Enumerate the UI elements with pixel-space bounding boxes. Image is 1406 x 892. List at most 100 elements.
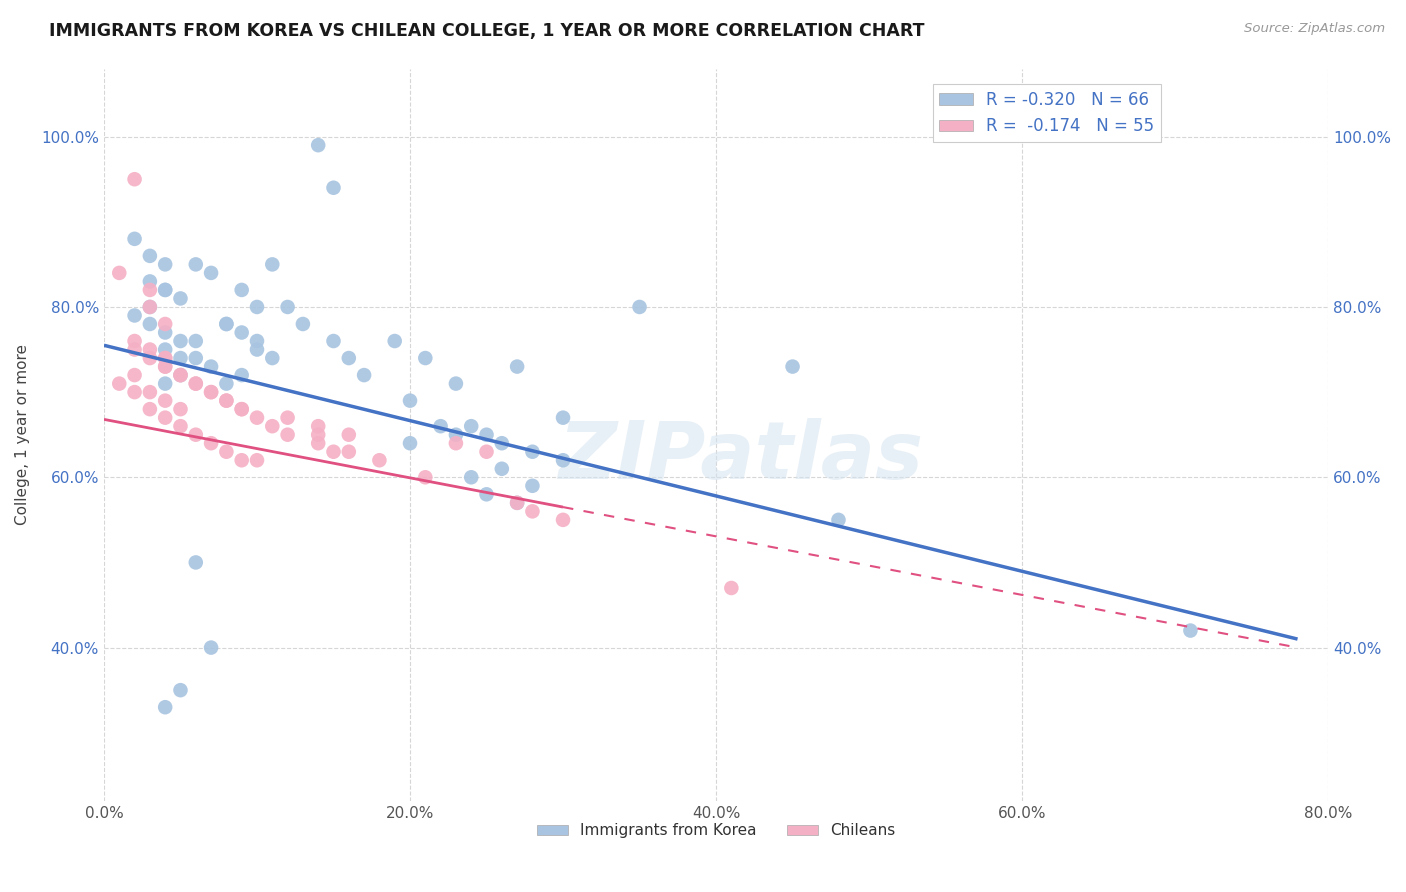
Point <box>200 359 222 374</box>
Point <box>522 444 544 458</box>
Point <box>231 453 253 467</box>
Point <box>169 368 191 383</box>
Point <box>153 700 176 714</box>
Point <box>153 351 176 365</box>
Point <box>231 326 253 340</box>
Point <box>277 300 299 314</box>
Point <box>368 453 391 467</box>
Point <box>184 257 207 271</box>
Point <box>720 581 742 595</box>
Point <box>139 274 162 288</box>
Point <box>475 427 498 442</box>
Point <box>628 300 651 314</box>
Point <box>153 283 176 297</box>
Point <box>337 444 360 458</box>
Point <box>506 496 529 510</box>
Point <box>153 393 176 408</box>
Point <box>551 513 574 527</box>
Point <box>139 249 162 263</box>
Point <box>322 444 344 458</box>
Point <box>337 351 360 365</box>
Point <box>277 427 299 442</box>
Point <box>307 427 329 442</box>
Point <box>169 351 191 365</box>
Point <box>153 257 176 271</box>
Point <box>108 376 131 391</box>
Point <box>337 427 360 442</box>
Point <box>200 385 222 400</box>
Point <box>827 513 849 527</box>
Point <box>399 393 422 408</box>
Point <box>153 343 176 357</box>
Point <box>124 368 146 383</box>
Point <box>506 359 529 374</box>
Point <box>215 376 238 391</box>
Point <box>262 257 284 271</box>
Point <box>215 444 238 458</box>
Text: IMMIGRANTS FROM KOREA VS CHILEAN COLLEGE, 1 YEAR OR MORE CORRELATION CHART: IMMIGRANTS FROM KOREA VS CHILEAN COLLEGE… <box>49 22 925 40</box>
Point <box>307 138 329 153</box>
Point <box>153 376 176 391</box>
Point <box>215 393 238 408</box>
Point <box>139 317 162 331</box>
Point <box>262 419 284 434</box>
Point <box>169 368 191 383</box>
Point <box>444 427 467 442</box>
Point <box>291 317 314 331</box>
Point <box>231 402 253 417</box>
Point <box>444 376 467 391</box>
Point <box>139 343 162 357</box>
Point <box>139 283 162 297</box>
Point <box>246 453 269 467</box>
Legend: Immigrants from Korea, Chileans: Immigrants from Korea, Chileans <box>531 817 901 845</box>
Point <box>262 351 284 365</box>
Point <box>522 479 544 493</box>
Point <box>139 351 162 365</box>
Point <box>551 453 574 467</box>
Point <box>460 470 482 484</box>
Point <box>246 334 269 348</box>
Point <box>200 385 222 400</box>
Point <box>184 376 207 391</box>
Point <box>231 368 253 383</box>
Point <box>139 402 162 417</box>
Point <box>153 351 176 365</box>
Point <box>169 402 191 417</box>
Point <box>246 343 269 357</box>
Point <box>184 351 207 365</box>
Point <box>124 172 146 186</box>
Point <box>551 410 574 425</box>
Point <box>200 436 222 450</box>
Point <box>491 436 513 450</box>
Point <box>522 504 544 518</box>
Point <box>277 410 299 425</box>
Point <box>307 419 329 434</box>
Point <box>124 309 146 323</box>
Point <box>139 385 162 400</box>
Point <box>1180 624 1202 638</box>
Point <box>475 487 498 501</box>
Point <box>169 368 191 383</box>
Point <box>460 419 482 434</box>
Point <box>124 232 146 246</box>
Point <box>169 683 191 698</box>
Point <box>169 292 191 306</box>
Point <box>169 419 191 434</box>
Point <box>153 326 176 340</box>
Text: Source: ZipAtlas.com: Source: ZipAtlas.com <box>1244 22 1385 36</box>
Point <box>231 402 253 417</box>
Point <box>215 317 238 331</box>
Point <box>108 266 131 280</box>
Point <box>184 376 207 391</box>
Point <box>215 393 238 408</box>
Point <box>215 317 238 331</box>
Point <box>184 556 207 570</box>
Point <box>307 436 329 450</box>
Point <box>184 334 207 348</box>
Point <box>353 368 375 383</box>
Point <box>415 351 437 365</box>
Point <box>124 385 146 400</box>
Point <box>153 317 176 331</box>
Point <box>153 410 176 425</box>
Point <box>153 359 176 374</box>
